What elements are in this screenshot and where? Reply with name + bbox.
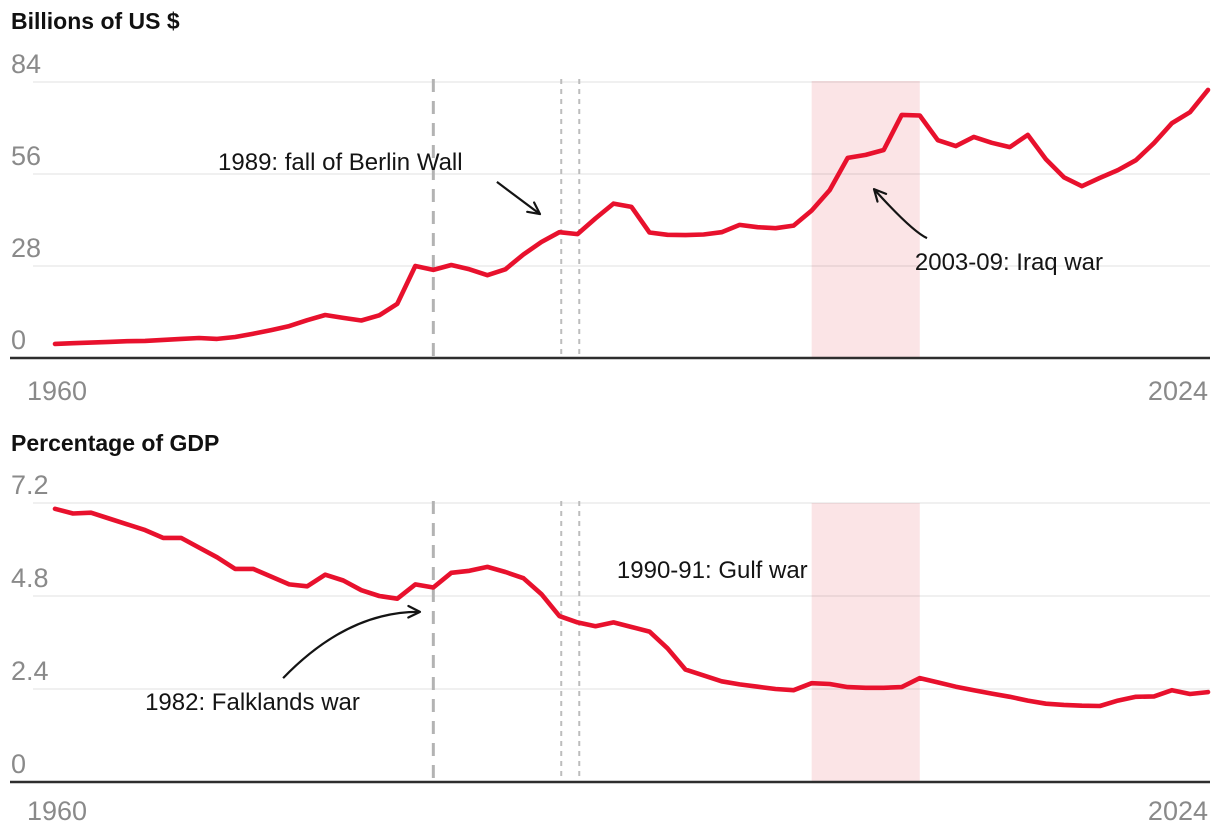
- x-tick-label-end: 2024: [1148, 376, 1208, 406]
- y-tick-label: 7.2: [11, 470, 49, 500]
- x-tick-label-start: 1960: [27, 376, 87, 406]
- y-tick-label: 56: [11, 141, 41, 171]
- event-band-iraq-war: [811, 503, 920, 782]
- x-tick-label-start: 1960: [27, 796, 87, 826]
- annotation-arrowhead: [407, 604, 422, 619]
- y-tick-label: 84: [11, 49, 41, 79]
- annotation-text: 1982: Falklands war: [145, 689, 360, 716]
- series-line: [52, 506, 1211, 709]
- annotation-arrow: [496, 181, 541, 215]
- chart-gdp-title: Percentage of GDP: [11, 430, 220, 456]
- y-tick-label: 2.4: [11, 656, 49, 686]
- annotation-text: 1989: fall of Berlin Wall: [218, 149, 463, 176]
- annotation-arrowhead: [872, 188, 888, 203]
- annotation-text: 1990-91: Gulf war: [617, 557, 808, 584]
- y-tick-label: 28: [11, 233, 41, 263]
- annotation-arrow: [282, 610, 421, 679]
- y-tick-label: 4.8: [11, 563, 49, 593]
- y-tick-label: 0: [11, 325, 26, 355]
- annotation-text: 2003-09: Iraq war: [915, 249, 1103, 276]
- chart-usd-title: Billions of US $: [11, 8, 180, 34]
- annotation-arrowhead: [526, 201, 542, 216]
- x-tick-label-end: 2024: [1148, 796, 1208, 826]
- y-tick-label: 0: [11, 749, 26, 779]
- series-line: [52, 87, 1211, 347]
- annotation-arrow: [873, 188, 928, 240]
